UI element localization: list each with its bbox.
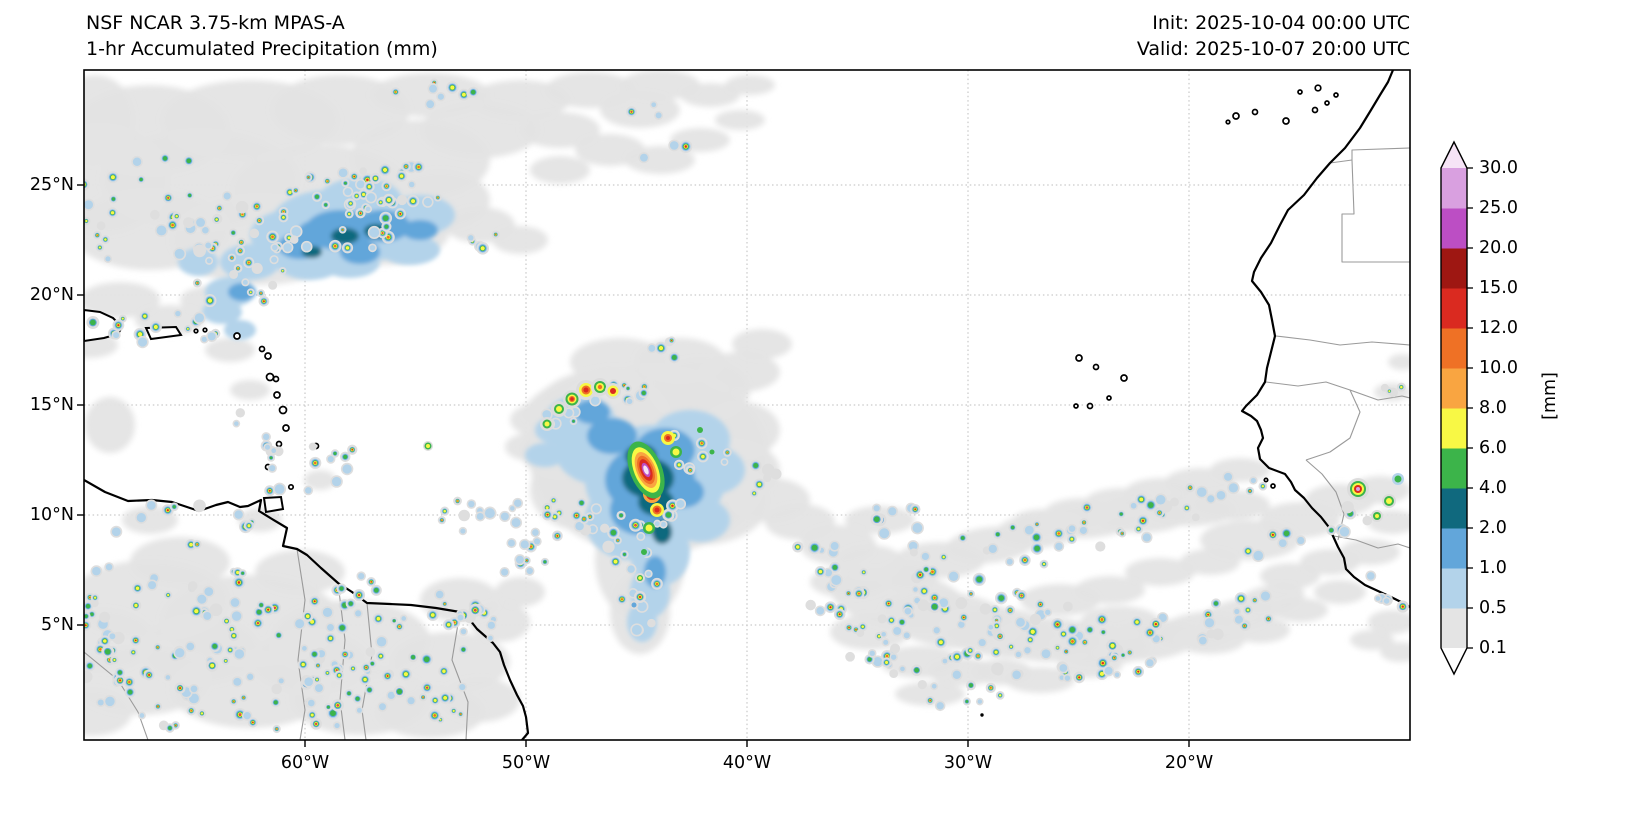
country-border bbox=[451, 611, 469, 740]
colorbar-tick-label: 30.0 bbox=[1479, 158, 1518, 178]
island bbox=[1314, 84, 1322, 92]
plot-title-model: NSF NCAR 3.75-km MPAS-A bbox=[86, 12, 345, 34]
tropical-cyclone-core bbox=[627, 441, 665, 499]
x-axis-tick-label: 50°W bbox=[501, 753, 551, 773]
island bbox=[1282, 117, 1290, 125]
island bbox=[1225, 119, 1231, 125]
country-border bbox=[1305, 459, 1345, 541]
island bbox=[287, 483, 295, 491]
colorbar-tick-label: 20.0 bbox=[1479, 238, 1518, 258]
plot-title-field: 1-hr Accumulated Precipitation (mm) bbox=[86, 38, 438, 60]
island bbox=[1086, 402, 1094, 410]
y-axis-tick-label: 20°N bbox=[29, 285, 74, 305]
y-axis-tick-label: 10°N bbox=[29, 505, 74, 525]
country-border bbox=[1265, 381, 1361, 461]
island bbox=[1120, 374, 1128, 382]
colorbar-unit-label: [mm] bbox=[1540, 372, 1560, 420]
colorbar-tick-label: 4.0 bbox=[1479, 478, 1507, 498]
colorbar-tick-label: 25.0 bbox=[1479, 198, 1518, 218]
island bbox=[1297, 89, 1303, 95]
island bbox=[1333, 92, 1339, 98]
island bbox=[1263, 477, 1269, 483]
country-border bbox=[1333, 535, 1410, 549]
island bbox=[258, 345, 266, 353]
x-axis-tick-label: 30°W bbox=[943, 753, 993, 773]
coastline bbox=[84, 478, 530, 740]
island bbox=[1232, 112, 1240, 120]
map-area bbox=[84, 70, 1410, 740]
island bbox=[275, 440, 283, 448]
colorbar-tick-label: 15.0 bbox=[1479, 278, 1518, 298]
island bbox=[278, 405, 288, 415]
island bbox=[193, 328, 199, 334]
colorbar-over-arrow bbox=[1441, 142, 1467, 168]
colorbar-tick-label: 2.0 bbox=[1479, 518, 1507, 538]
y-axis-tick-label: 25°N bbox=[29, 175, 74, 195]
valid-time-label: Valid: 2025-10-07 20:00 UTC bbox=[1136, 38, 1410, 60]
colorbar-under-arrow bbox=[1441, 648, 1467, 674]
colorbar-tick-label: 6.0 bbox=[1479, 438, 1507, 458]
island bbox=[1324, 100, 1330, 106]
colorbar-tick-label: 12.0 bbox=[1479, 318, 1518, 338]
island-landmass bbox=[262, 495, 285, 514]
country-border bbox=[1275, 335, 1410, 346]
islet-dot bbox=[980, 713, 984, 717]
colorbar-tick-label: 1.0 bbox=[1479, 558, 1507, 578]
country-border bbox=[1329, 147, 1410, 164]
island bbox=[273, 391, 281, 399]
island bbox=[1075, 354, 1083, 362]
island bbox=[265, 372, 275, 382]
island bbox=[202, 327, 208, 333]
island bbox=[282, 424, 290, 432]
x-axis-tick-label: 60°W bbox=[280, 753, 330, 773]
colorbar-tick-label: 0.5 bbox=[1479, 598, 1507, 618]
coastline bbox=[1240, 70, 1410, 609]
country-border bbox=[1341, 159, 1410, 263]
moderate-precip-field bbox=[178, 178, 745, 642]
y-axis-tick-label: 5°N bbox=[41, 615, 74, 635]
island bbox=[233, 332, 241, 340]
x-axis-tick-label: 20°W bbox=[1164, 753, 1214, 773]
colorbar-tick-label: 0.1 bbox=[1479, 638, 1507, 658]
colorbar-tick-label: 10.0 bbox=[1479, 358, 1518, 378]
island bbox=[1092, 363, 1100, 371]
island bbox=[1311, 106, 1319, 114]
island bbox=[1106, 395, 1112, 401]
country-border bbox=[296, 548, 306, 740]
island bbox=[1251, 108, 1259, 116]
island bbox=[1073, 403, 1079, 409]
colorbar-tick-label: 8.0 bbox=[1479, 398, 1507, 418]
init-time-label: Init: 2025-10-04 00:00 UTC bbox=[1152, 12, 1410, 34]
convective-cells bbox=[84, 78, 1409, 734]
island bbox=[1270, 483, 1276, 489]
x-axis-tick-label: 40°W bbox=[722, 753, 772, 773]
island bbox=[264, 352, 272, 360]
island bbox=[272, 375, 280, 383]
country-border bbox=[1349, 389, 1410, 401]
y-axis-tick-label: 15°N bbox=[29, 395, 74, 415]
colorbar bbox=[1440, 140, 1473, 676]
